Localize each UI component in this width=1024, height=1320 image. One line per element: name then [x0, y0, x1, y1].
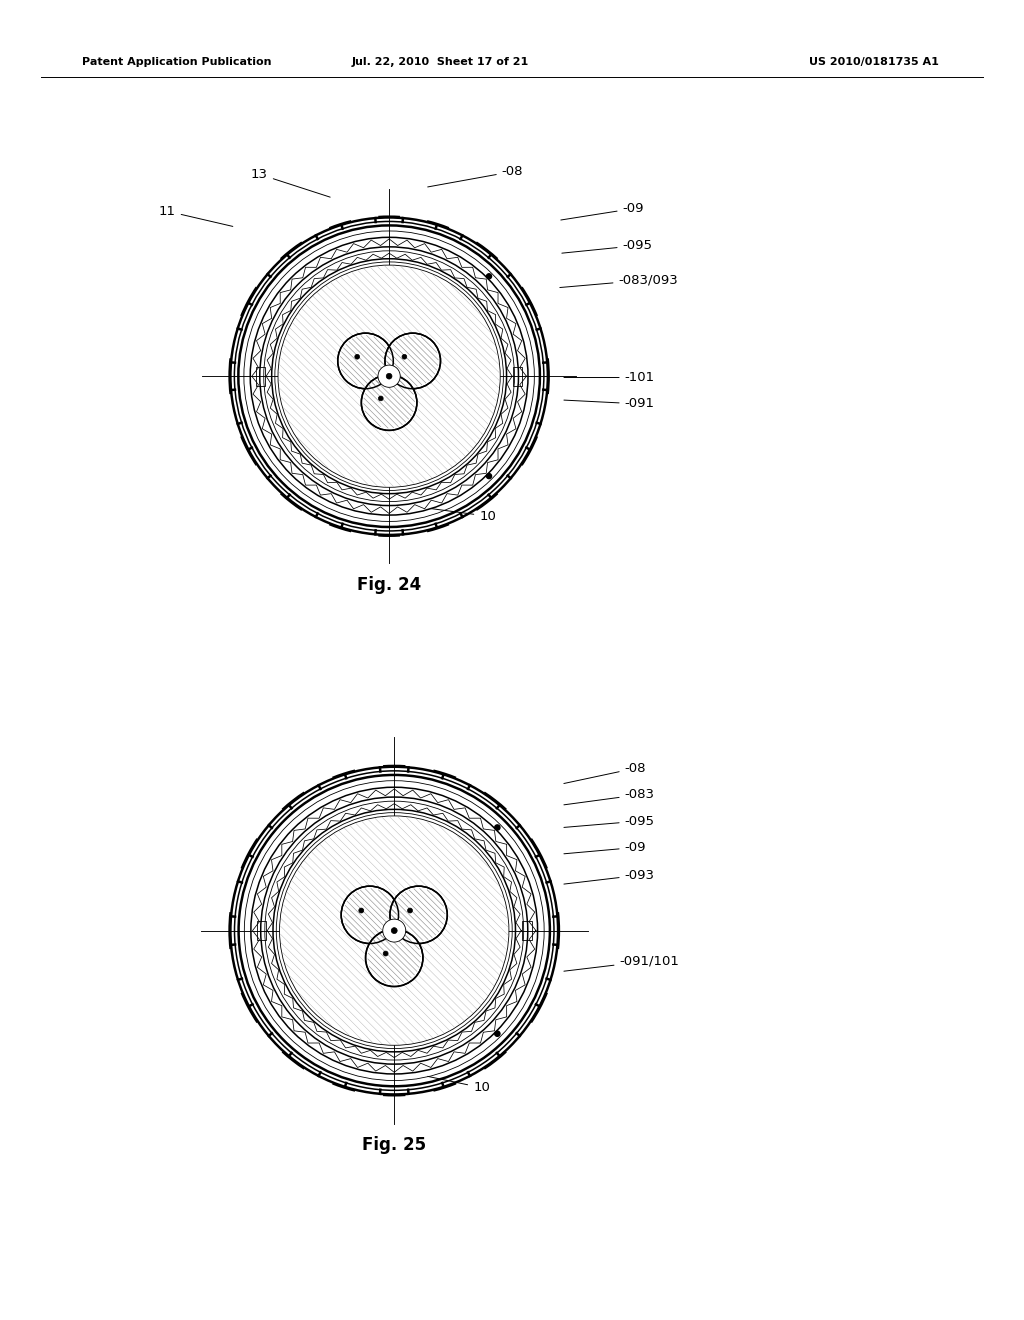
Text: -095: -095: [562, 239, 652, 253]
Ellipse shape: [386, 374, 392, 379]
Text: US 2010/0181735 A1: US 2010/0181735 A1: [809, 57, 939, 67]
Ellipse shape: [358, 908, 364, 913]
Ellipse shape: [408, 908, 413, 913]
Ellipse shape: [338, 333, 393, 388]
Text: -08: -08: [428, 165, 523, 187]
Text: 10: 10: [428, 1076, 489, 1094]
Ellipse shape: [366, 929, 423, 986]
Text: 11: 11: [159, 205, 232, 227]
Ellipse shape: [383, 919, 406, 942]
Ellipse shape: [341, 886, 398, 944]
Text: Patent Application Publication: Patent Application Publication: [82, 57, 271, 67]
Bar: [257, 921, 266, 940]
Text: -101: -101: [564, 371, 654, 384]
Text: -091: -091: [564, 397, 654, 411]
Ellipse shape: [279, 265, 500, 487]
Ellipse shape: [495, 825, 500, 830]
Text: Fig. 25: Fig. 25: [362, 1135, 426, 1154]
Bar: [522, 921, 531, 940]
Text: 13: 13: [251, 168, 330, 197]
Ellipse shape: [486, 474, 492, 479]
Text: -083: -083: [564, 788, 654, 805]
Text: -083/093: -083/093: [560, 273, 678, 288]
Ellipse shape: [390, 886, 447, 944]
Ellipse shape: [354, 354, 359, 359]
Text: -09: -09: [561, 202, 644, 220]
Ellipse shape: [495, 1031, 500, 1036]
Text: 10: 10: [431, 508, 496, 523]
Text: -08: -08: [564, 762, 646, 784]
Text: Jul. 22, 2010  Sheet 17 of 21: Jul. 22, 2010 Sheet 17 of 21: [351, 57, 529, 67]
Ellipse shape: [378, 366, 400, 387]
Ellipse shape: [280, 816, 509, 1045]
Ellipse shape: [385, 333, 440, 388]
Bar: [256, 367, 265, 385]
Text: -091/101: -091/101: [564, 954, 679, 972]
Ellipse shape: [391, 928, 397, 933]
Text: Fig. 24: Fig. 24: [357, 576, 421, 594]
Text: -09: -09: [564, 841, 646, 854]
Text: -093: -093: [564, 869, 654, 884]
Ellipse shape: [486, 273, 492, 279]
Text: -095: -095: [564, 814, 654, 828]
Ellipse shape: [402, 354, 407, 359]
Ellipse shape: [361, 375, 417, 430]
Ellipse shape: [379, 396, 383, 401]
Ellipse shape: [383, 952, 388, 956]
Bar: [513, 367, 522, 385]
